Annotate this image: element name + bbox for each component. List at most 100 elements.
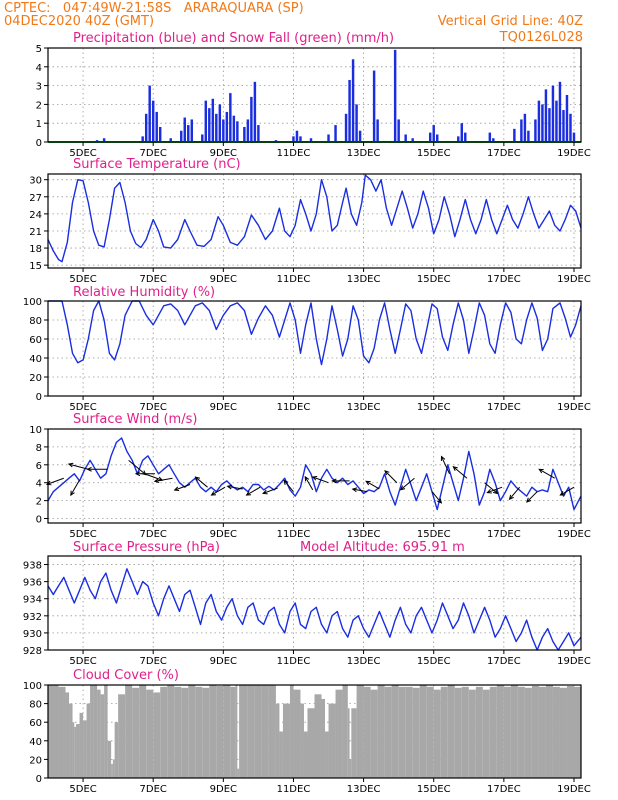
cloud-cover-bar [342, 685, 348, 778]
precip-bar [204, 100, 208, 142]
cloud-cover-bar [275, 703, 280, 778]
cloud-cover-bar [195, 686, 203, 778]
x-tick-label: 17DEC [487, 529, 521, 540]
precip-bar [180, 130, 183, 142]
cloud-cover-bar [209, 685, 217, 778]
wind-vector-head [452, 465, 458, 472]
y-tick-label: 3 [36, 82, 42, 93]
x-tick-label: 9DEC [210, 148, 237, 159]
y-tick-label: 938 [23, 561, 42, 572]
x-tick-label: 7DEC [140, 274, 167, 285]
cloud-cover-bar [538, 686, 546, 778]
humidity-title: Relative Humidity (%) [73, 285, 215, 300]
y-tick-label: 80 [29, 700, 42, 711]
wind-vector-head [134, 471, 141, 477]
wind-vector-shaft [487, 486, 503, 494]
cloud-cover-bar [566, 685, 574, 778]
x-tick-label: 17DEC [487, 656, 521, 667]
wind-vector-head [45, 480, 52, 486]
cloud-cover-bar [370, 689, 378, 778]
precip-bar [555, 100, 558, 142]
precip-bar [229, 93, 232, 142]
wind-vector-shaft [509, 486, 521, 500]
x-tick-label: 13DEC [347, 148, 381, 159]
cloud-cover-bar [139, 685, 147, 778]
cloud-cover-bar [447, 685, 455, 778]
cloud-cover-bar [114, 722, 119, 778]
precip-bar [397, 119, 400, 142]
cloud-cover-bar [100, 694, 105, 778]
precip-bar [523, 113, 527, 142]
wind-vector-head [492, 489, 499, 495]
wind-vector-head [173, 486, 180, 492]
precip-bar [460, 123, 464, 142]
cloud-cover-bar [118, 694, 126, 778]
cloud-cover-bar [412, 687, 420, 778]
x-tick-label: 15DEC [417, 274, 451, 285]
cloud-cover-bar [223, 685, 231, 778]
cloud-cover-bar [531, 685, 539, 778]
y-tick-label: 100 [23, 297, 42, 308]
pressure-panel: Surface Pressure (hPa) Model Altitude: 69… [23, 540, 591, 667]
precip-bar [513, 128, 516, 142]
cloud-cover-bar [181, 687, 189, 778]
wind-vector-shaft [144, 473, 163, 481]
cloud-cover-bar [300, 703, 304, 778]
cloud-cover-bar [391, 685, 399, 778]
x-tick-label: 9DEC [210, 784, 237, 795]
y-tick-label: 60 [29, 718, 42, 729]
y-tick-label: 932 [23, 612, 42, 623]
cloud-cover-bar [482, 689, 490, 778]
cloud-cover-bar [489, 686, 497, 778]
cloud-cover-bar [74, 726, 77, 778]
x-tick-label: 13DEC [347, 529, 381, 540]
precip-bar [169, 138, 172, 142]
cloud-cover-bar [132, 687, 140, 778]
y-tick-label: 0 [36, 774, 42, 785]
x-tick-label: 5DEC [69, 656, 96, 667]
precip-bar [148, 85, 151, 142]
cloud-cover-bar [363, 686, 371, 778]
precip-bar [243, 126, 246, 142]
wind-vector-shaft [441, 456, 450, 474]
precip-bar [250, 96, 253, 142]
wind-vector-shaft [211, 486, 226, 496]
wind-vector-shaft [431, 491, 442, 504]
wind-vector-shaft [453, 466, 468, 479]
precip-bar [520, 119, 523, 142]
x-tick-label: 13DEC [347, 402, 381, 413]
y-tick-label: 18 [29, 244, 42, 255]
precip-bar [428, 132, 432, 142]
x-tick-label: 11DEC [277, 784, 311, 795]
cloud-cover-bar [174, 686, 182, 778]
wind-vector-head [365, 480, 371, 486]
x-tick-label: 5DEC [69, 274, 96, 285]
cloud-cover-bar [160, 686, 168, 778]
precip-bar [358, 130, 362, 142]
x-tick-label: 11DEC [277, 402, 311, 413]
wind-vector-shaft [384, 470, 398, 484]
y-tick-label: 8 [36, 443, 42, 454]
cloud-cover-bar [104, 685, 108, 778]
y-tick-label: 4 [36, 479, 42, 490]
x-tick-label: 15DEC [417, 784, 451, 795]
cloud-cover-bar [268, 685, 276, 778]
y-tick-label: 15 [29, 261, 42, 272]
cloud-cover-bar [384, 686, 392, 778]
cloud-cover-bar [282, 703, 290, 778]
cloud-cover-bar [303, 731, 308, 778]
x-tick-label: 19DEC [557, 402, 591, 413]
cloud-cover-bar [125, 685, 133, 778]
precip-bar [246, 119, 250, 142]
x-tick-label: 17DEC [487, 784, 521, 795]
y-tick-label: 928 [23, 646, 42, 657]
precip-bar [551, 85, 555, 142]
cloud-cover-bar [58, 686, 66, 778]
wind-vector-head [70, 490, 75, 497]
x-tick-label: 11DEC [277, 274, 311, 285]
x-tick-label: 15DEC [417, 148, 451, 159]
cloud-cover-bar [239, 685, 248, 778]
x-tick-label: 17DEC [487, 274, 521, 285]
cloud-cover-bar [111, 764, 113, 778]
y-tick-label: 1 [36, 119, 42, 130]
